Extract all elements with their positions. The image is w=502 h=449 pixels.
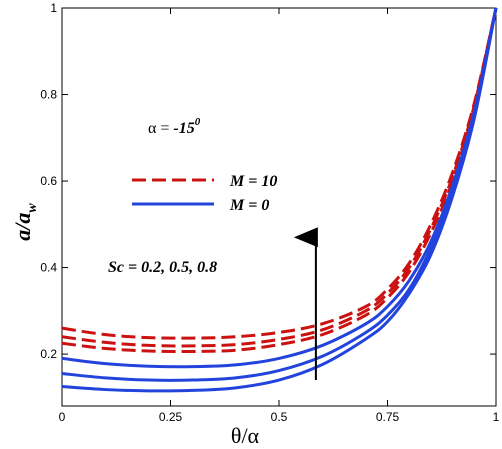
- series-line-m10-2: [61, 7, 498, 354]
- curves: [61, 7, 498, 393]
- y-axis-title-sub: w: [25, 203, 40, 213]
- y-tick-label: 0.2: [40, 347, 57, 361]
- series-line-m10-0: [61, 7, 498, 340]
- x-tick-label: 0: [59, 410, 66, 424]
- y-tick-label: 1: [50, 1, 57, 15]
- alpha-prefix: α =: [148, 120, 173, 137]
- y-axis-title-main: a/a: [10, 213, 35, 241]
- alpha-sup: 0: [195, 116, 201, 128]
- legend-label-m0: M = 0: [229, 197, 269, 214]
- plot-frame: [61, 7, 497, 407]
- alpha-annotation: α = -150: [148, 116, 201, 137]
- axis-ticks: 0 0.25 0.5 0.75 1 0.2 0.4 0.6 0.8 1: [40, 1, 499, 424]
- series-line-m0-3: [61, 7, 498, 369]
- series-line-m0-5: [61, 7, 498, 393]
- series-line-m0-4: [61, 7, 498, 382]
- x-tick-label: 0.5: [271, 410, 288, 424]
- x-axis-title: θ/α: [231, 423, 260, 448]
- series-line-m10-1: [61, 7, 498, 348]
- alpha-value: -15: [173, 120, 194, 137]
- sc-annotation: Sc = 0.2, 0.5, 0.8: [108, 259, 217, 276]
- legend-label-m10: M = 10: [229, 173, 277, 190]
- y-tick-label: 0.6: [40, 174, 57, 188]
- y-axis-title: a/aw: [10, 203, 40, 241]
- legend: M = 10 M = 0: [132, 173, 277, 214]
- x-tick-label: 0.25: [159, 410, 183, 424]
- y-tick-label: 0.4: [40, 261, 57, 275]
- y-tick-label: 0.8: [40, 88, 57, 102]
- x-tick-label: 0.75: [376, 410, 400, 424]
- x-tick-label: 1: [493, 410, 500, 424]
